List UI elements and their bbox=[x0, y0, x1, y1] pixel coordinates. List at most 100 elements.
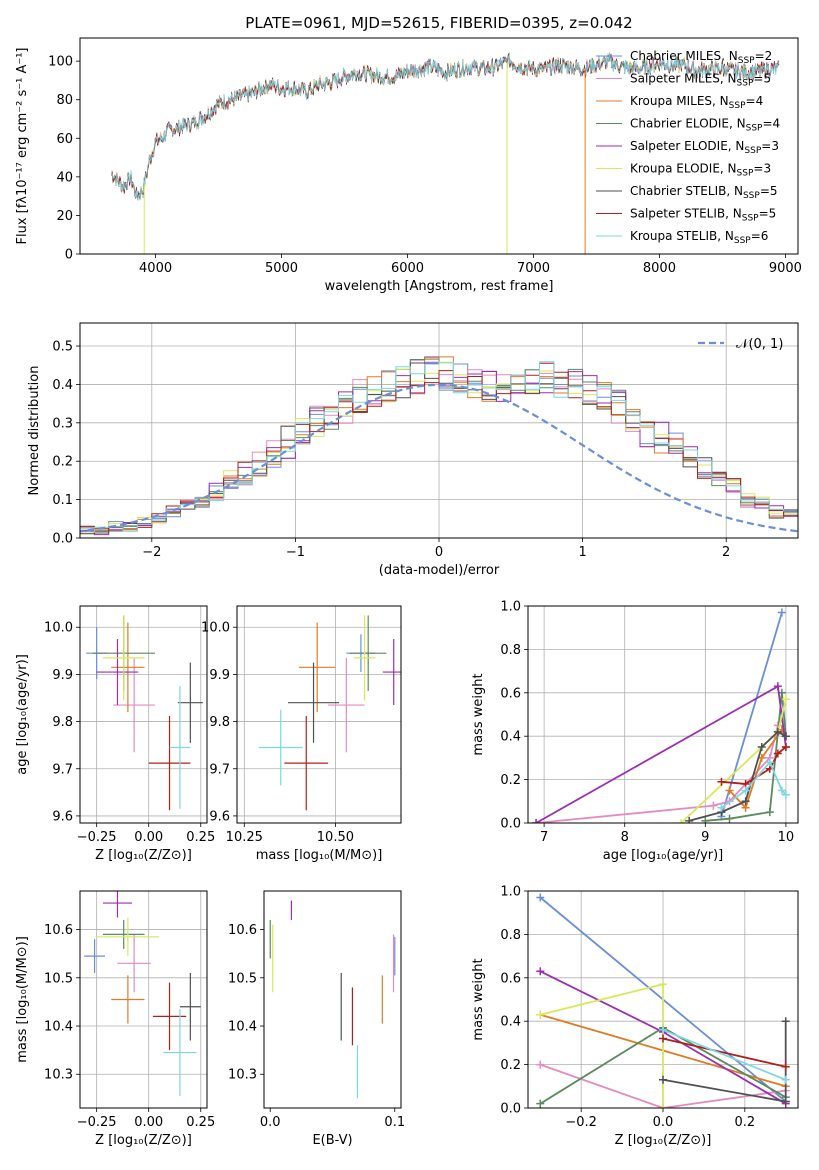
y-tick-label: 1.0 bbox=[500, 600, 521, 615]
errorbar-series bbox=[84, 891, 201, 1096]
y-tick-label: 9.6 bbox=[209, 809, 230, 824]
weight-marker bbox=[781, 1075, 790, 1084]
weight-marker bbox=[765, 758, 774, 767]
y-axis-label: mass weight bbox=[471, 958, 486, 1040]
weight-marker bbox=[536, 1060, 545, 1069]
age-vs-mass-panel: 10.25 10.50 9.6 9.7 9.8 9.9 10.0 mass [log₁₀(M/… bbox=[201, 605, 402, 863]
axes-frame bbox=[79, 605, 208, 824]
y-tick-label: 60 bbox=[56, 132, 73, 147]
legend-label-post: =3 bbox=[753, 162, 771, 176]
weight-marker bbox=[781, 1097, 790, 1106]
y-axis-label: mass [log₁₀(M/M⊙)] bbox=[15, 936, 30, 1063]
y-tick-label: 10.6 bbox=[228, 923, 257, 938]
legend-label: Kroupa ELODIE, NSSP=3 bbox=[630, 162, 771, 179]
y-tick-label: 9.8 bbox=[209, 715, 230, 730]
legend-label-text: Chabrier STELIB, N bbox=[630, 184, 743, 198]
y-tick-label: 0.3 bbox=[52, 416, 73, 431]
y-tick-label: 9.8 bbox=[52, 715, 73, 730]
legend-label: Salpeter ELODIE, NSSP=3 bbox=[630, 139, 779, 156]
weight-marker bbox=[701, 816, 710, 823]
weight-marker bbox=[777, 608, 786, 617]
y-tick-label: 0.4 bbox=[500, 730, 521, 745]
legend-label-sub: SSP bbox=[734, 236, 751, 246]
weight-marker bbox=[536, 967, 545, 976]
x-axis-label: Z [log₁₀(Z/Z⊙)] bbox=[615, 1133, 712, 1148]
y-tick-label: 9.9 bbox=[209, 668, 230, 683]
x-tick-label: 2 bbox=[722, 545, 730, 560]
y-tick-label: 40 bbox=[56, 170, 73, 185]
y-tick-label: 10.0 bbox=[44, 621, 73, 636]
weight-marker bbox=[773, 682, 782, 691]
weight-marker bbox=[677, 819, 686, 823]
spectrum-series bbox=[111, 51, 780, 254]
x-axis-label: mass [log₁₀(M/M⊙)] bbox=[256, 848, 383, 863]
y-tick-label: 10.3 bbox=[228, 1068, 257, 1083]
x-tick-label: 10.25 bbox=[226, 830, 263, 845]
y-tick-label: 0.0 bbox=[52, 532, 73, 547]
weight-marker bbox=[536, 1099, 545, 1108]
legend-label: Salpeter MILES, NSSP=5 bbox=[630, 72, 771, 89]
axes-frame bbox=[236, 605, 402, 824]
y-tick-label: 0.8 bbox=[500, 643, 521, 658]
x-tick-label: 0.0 bbox=[653, 1115, 674, 1130]
axes-frame bbox=[527, 890, 799, 1109]
x-axis-label: E(B-V) bbox=[312, 1133, 352, 1148]
legend-label-text: Salpeter MILES, N bbox=[630, 72, 737, 86]
x-tick-label: 1 bbox=[578, 545, 586, 560]
weight-marker bbox=[773, 749, 782, 758]
x-tick-label: 7000 bbox=[517, 261, 550, 276]
legend-label: Chabrier STELIB, NSSP=5 bbox=[630, 184, 778, 201]
x-tick-label: 6000 bbox=[391, 261, 424, 276]
legend-label: Chabrier ELODIE, NSSP=4 bbox=[630, 117, 780, 134]
axes-frame bbox=[263, 890, 402, 1109]
y-tick-label: 10.4 bbox=[44, 1020, 73, 1035]
legend-label-post: =2 bbox=[755, 49, 773, 63]
weight-marker bbox=[781, 1017, 790, 1026]
y-tick-label: 9.7 bbox=[209, 762, 230, 777]
weight-marker bbox=[781, 695, 790, 704]
legend-label-post: =4 bbox=[762, 117, 780, 131]
weight-marker bbox=[741, 786, 750, 795]
histogram-series bbox=[80, 356, 798, 538]
weight-marker bbox=[532, 819, 541, 823]
legend-label: Chabrier MILES, NSSP=2 bbox=[630, 49, 772, 66]
x-tick-label: 9 bbox=[701, 830, 709, 845]
weight-marker bbox=[659, 980, 667, 989]
weight-line bbox=[535, 684, 787, 823]
y-tick-label: 10.6 bbox=[44, 923, 73, 938]
x-tick-label: 0.00 bbox=[134, 1115, 163, 1130]
y-axis-label: mass weight bbox=[471, 673, 486, 755]
legend-label-post: =6 bbox=[751, 229, 769, 243]
legend-label-text: Salpeter ELODIE, N bbox=[630, 139, 744, 153]
weight-line bbox=[688, 730, 787, 822]
y-tick-label: 0.4 bbox=[52, 378, 73, 393]
weight-marker bbox=[659, 1075, 667, 1084]
x-tick-label: 4000 bbox=[139, 261, 172, 276]
x-tick-label: 0 bbox=[435, 545, 443, 560]
legend-label-post: =3 bbox=[761, 139, 779, 153]
legend-label-text: Chabrier MILES, N bbox=[630, 49, 738, 63]
weight-marker bbox=[659, 1034, 667, 1043]
legend-label-sub: SSP bbox=[746, 124, 763, 134]
y-tick-label: 0.2 bbox=[500, 1058, 521, 1073]
histogram-step bbox=[80, 361, 798, 532]
x-tick-label: 10.50 bbox=[317, 830, 354, 845]
x-axis-label: Z [log₁₀(Z/Z⊙)] bbox=[95, 1133, 192, 1148]
y-tick-label: 0.0 bbox=[500, 817, 521, 832]
residual-histogram-panel: −2 −1 0 1 2 0.0 0.1 0.2 0.3 0.4 0.5 (data-model)/er… bbox=[27, 322, 799, 578]
mass-vs-metallicity-panel: −0.25 0.00 0.25 10.3 10.4 10.5 10.6 Z [log₁₀(Z/… bbox=[15, 890, 215, 1148]
axes-frame bbox=[79, 322, 799, 539]
legend-label-text: Kroupa STELIB, N bbox=[630, 229, 734, 243]
weight-marker bbox=[725, 786, 734, 795]
weight-marker bbox=[781, 1062, 790, 1071]
legend-label-text: Kroupa ELODIE, N bbox=[630, 162, 737, 176]
legend-label: 𝒩(0, 1) bbox=[736, 337, 783, 352]
legend-label-sub: SSP bbox=[742, 214, 759, 224]
y-axis-label: Normed distribution bbox=[27, 366, 42, 496]
x-tick-label: 0.0 bbox=[260, 1115, 281, 1130]
y-tick-label: 0.6 bbox=[500, 971, 521, 986]
weight-marker bbox=[536, 1010, 545, 1019]
y-tick-label: 0.2 bbox=[52, 455, 73, 470]
x-tick-label: 0.2 bbox=[734, 1115, 755, 1130]
y-tick-label: 80 bbox=[56, 93, 73, 108]
